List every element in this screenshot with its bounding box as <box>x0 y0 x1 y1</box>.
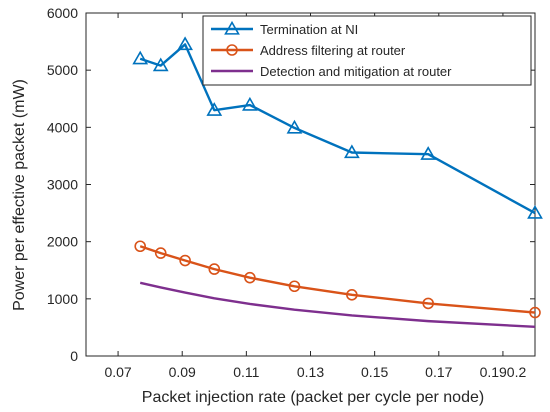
y-tick-label: 4000 <box>47 119 78 135</box>
x-axis-title: Packet injection rate (packet per cycle … <box>142 389 484 406</box>
data-point-triangle-marker <box>343 144 360 159</box>
data-point-triangle-marker <box>286 119 303 134</box>
legend-label: Termination at NI <box>260 22 358 37</box>
plot-area: 0 1000 2000 3000 4000 5000 6000 0.07 0.09 0.11 0.1… <box>47 5 543 380</box>
x-tick-label: 0.07 <box>104 364 131 380</box>
legend-item: Termination at NI <box>211 20 358 37</box>
y-axis-title: Power per effective packet (mW) <box>11 79 28 311</box>
x-tick-label: 0.15 <box>361 364 388 380</box>
data-point-circle-marker <box>208 263 221 275</box>
data-point-triangle-marker <box>206 102 223 116</box>
legend: Termination at NI Address filtering at ro… <box>202 15 532 86</box>
x-tick-label: 0.11 <box>233 364 259 380</box>
data-point-triangle-marker <box>224 20 240 35</box>
series-line <box>139 281 536 329</box>
y-tick-label: 6000 <box>47 5 78 21</box>
y-tick-label: 5000 <box>47 62 78 78</box>
y-tick-label: 3000 <box>47 177 78 193</box>
y-tick-label: 2000 <box>47 234 78 250</box>
x-tick-label: 0.17 <box>425 364 452 380</box>
data-point-triangle-marker <box>132 50 149 65</box>
x-tick-label: 0.190.2 <box>480 364 527 380</box>
data-point-triangle-marker <box>527 204 543 219</box>
series-2 <box>134 240 541 319</box>
data-point-triangle-marker <box>152 57 169 72</box>
data-point-circle-marker <box>226 44 238 56</box>
data-point-circle-marker <box>154 247 167 259</box>
data-point-circle-marker <box>288 280 301 293</box>
series-3 <box>139 281 536 329</box>
data-point-circle-marker <box>346 289 358 301</box>
series-line <box>139 245 536 314</box>
legend-label: Detection and mitigation at router <box>260 64 452 79</box>
data-point-circle-marker <box>134 240 147 253</box>
data-point-circle-marker <box>179 254 191 267</box>
data-point-circle-marker <box>529 306 541 319</box>
legend-item: Address filtering at router <box>211 43 406 58</box>
data-point-circle-marker <box>244 271 256 284</box>
legend-box <box>202 15 532 86</box>
series-1 <box>132 36 543 219</box>
legend-item: Detection and mitigation at router <box>211 64 452 79</box>
y-tick-label: 1000 <box>47 291 78 307</box>
data-point-triangle-marker <box>177 36 193 51</box>
y-tick-label: 0 <box>70 348 78 364</box>
x-tick-label: 0.13 <box>297 364 324 380</box>
legend-label: Address filtering at router <box>260 43 406 58</box>
data-point-triangle-marker <box>420 146 437 160</box>
data-point-circle-marker <box>422 297 435 310</box>
data-point-triangle-marker <box>242 96 258 111</box>
series-line <box>139 43 536 215</box>
x-tick-label: 0.09 <box>169 364 196 380</box>
